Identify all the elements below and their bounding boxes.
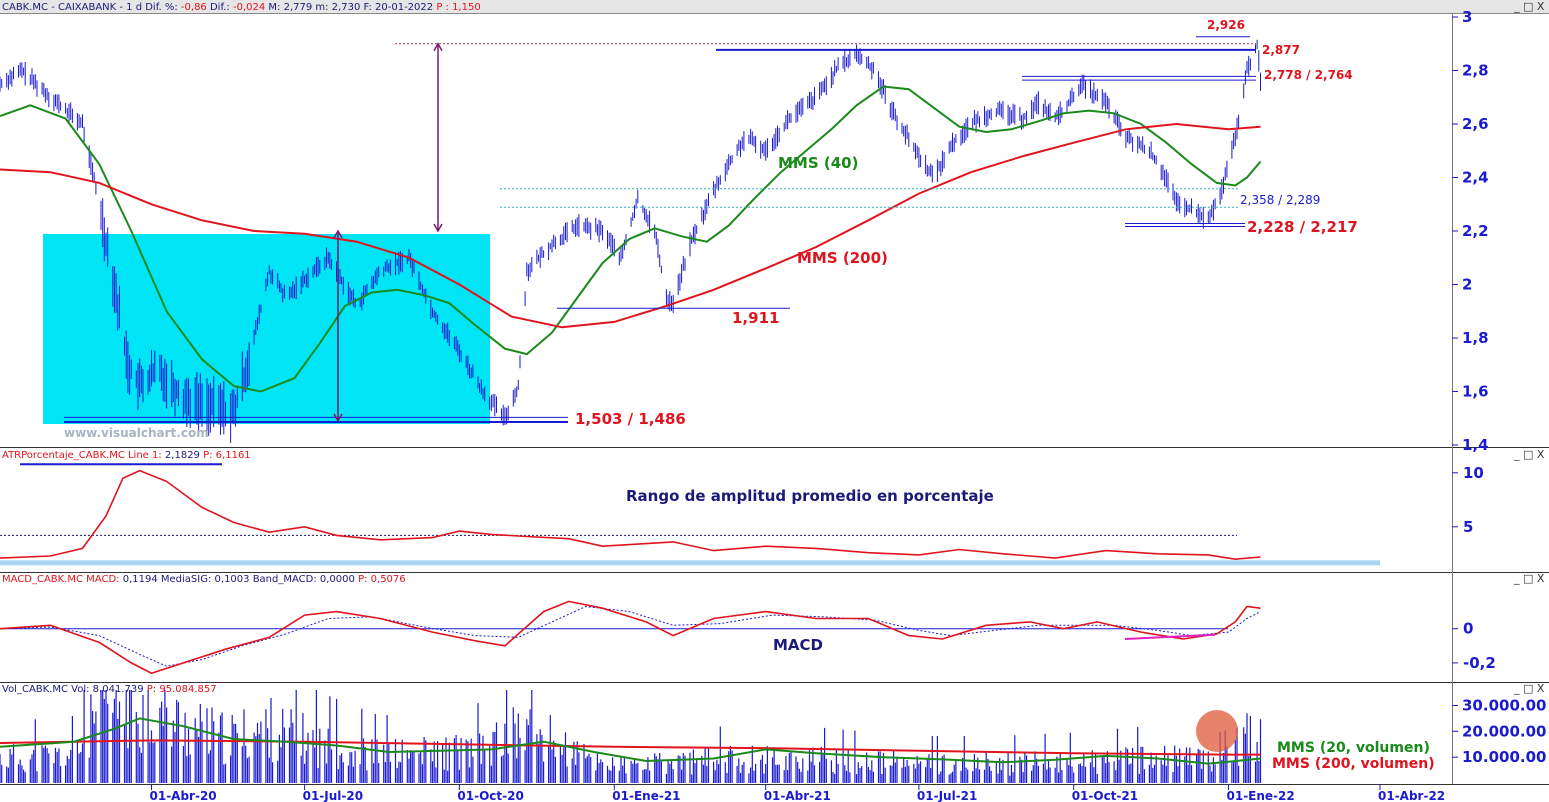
price-ytick-label: 2,8 <box>1462 62 1489 80</box>
level-2877-label: 2,877 <box>1262 43 1300 57</box>
vol-window-buttons[interactable]: _ □ X <box>1513 682 1545 695</box>
price-header-mid1: Dif.: <box>207 2 233 13</box>
macd-ytick-label: 0 <box>1463 620 1473 638</box>
price-header-prefix: CABK.MC - CAIXABANK - 1 d Dif. %: <box>2 2 181 13</box>
mms200-line <box>0 122 1261 329</box>
macd-header: MACD_CABK.MC MACD: 0,1194 MediaSIG: 0,10… <box>2 574 406 585</box>
price-header-p: P : 1,150 <box>436 2 480 13</box>
atr-line <box>0 469 1261 561</box>
x-tick-label: 01-Abr-22 <box>1378 789 1445 802</box>
range-arrow-head-top <box>333 229 343 239</box>
x-tick-label: 01-Abr-20 <box>150 789 217 802</box>
price-ytick-label: 1,6 <box>1462 383 1489 401</box>
macd-header-band: Band_MACD: 0,0000 <box>250 574 355 585</box>
x-tick-label: 01-Abr-21 <box>764 789 831 802</box>
price-header-dif: -0,024 <box>233 2 265 13</box>
price-header: CABK.MC - CAIXABANK - 1 d Dif. %: -0,86 … <box>2 2 481 13</box>
atr-header-p: P: 6,1161 <box>200 450 251 461</box>
macd-ytick-label: -0,2 <box>1463 654 1496 672</box>
header-strip <box>0 0 1549 13</box>
level-1503-label: 1,503 / 1,486 <box>575 410 686 428</box>
atr-header: ATRPorcentaje_CABK.MC Line 1: 2,1829 P: … <box>2 450 251 461</box>
target-arrow-head-bottom <box>433 223 443 233</box>
price-ytick-label: 2,2 <box>1462 222 1489 240</box>
range-box <box>43 234 490 424</box>
volume-highlight-circle <box>1196 710 1238 752</box>
range-arrow-head-bottom <box>333 413 343 423</box>
price-ytick-label: 1,4 <box>1462 436 1489 454</box>
x-tick-label: 01-Ene-21 <box>612 789 680 802</box>
price-header-dif-pct: -0,86 <box>181 2 207 13</box>
macd-header-sig: MediaSIG: 0,1003 <box>158 574 250 585</box>
price-ytick-label: 2,4 <box>1462 169 1489 187</box>
x-tick-label: 01-Oct-20 <box>457 789 523 802</box>
x-tick-label: 01-Jul-21 <box>917 789 977 802</box>
mms40-label: MMS (40) <box>778 154 858 172</box>
macd-window-buttons[interactable]: _ □ X <box>1513 572 1545 585</box>
watermark: www.visualchart.com <box>64 426 209 440</box>
vol-ytick-label: 30.000.00 <box>1462 697 1546 715</box>
atr-band <box>0 560 1380 566</box>
macd-title: MACD <box>773 636 823 654</box>
price-ytick-label: 2,6 <box>1462 115 1489 133</box>
level-2778-label: 2,778 / 2,764 <box>1264 68 1353 82</box>
atr-ytick-label: 5 <box>1463 518 1473 536</box>
x-tick-label: 01-Ene-22 <box>1227 789 1295 802</box>
macd-header-p: P: 0,5076 <box>355 574 406 585</box>
price-window-buttons[interactable]: _ □ X <box>1513 0 1545 13</box>
atr-window-buttons[interactable]: _ □ X <box>1513 448 1545 461</box>
mms40-line <box>0 85 1262 393</box>
vol-ytick-label: 10.000.00 <box>1462 748 1546 766</box>
price-ytick-label: 3 <box>1462 8 1472 26</box>
x-tick-label: 01-Oct-21 <box>1072 789 1138 802</box>
atr-title: Rango de amplitud promedio en porcentaje <box>626 487 994 505</box>
atr-ytick-label: 10 <box>1463 464 1484 482</box>
macd-divergence-line <box>1124 633 1216 640</box>
atr-header-line1: 2,1829 <box>165 450 200 461</box>
vol-mms200-label: MMS (200, volumen) <box>1272 756 1435 772</box>
vol-header: Vol_CABK.MC Vol: 8.041.739 P: 95.084.857 <box>2 684 217 695</box>
vol-ytick-label: 20.000.00 <box>1462 722 1546 740</box>
macd-header-value: 0,1194 <box>123 574 158 585</box>
vol-mms20-line <box>0 717 1261 765</box>
price-ytick-label: 2 <box>1462 276 1472 294</box>
vol-mms200-line <box>0 739 1261 756</box>
mms200-label: MMS (200) <box>797 249 888 267</box>
level-2358-label: 2,358 / 2,289 <box>1240 193 1320 207</box>
x-tick-label: 01-Jul-20 <box>303 789 363 802</box>
price-header-mid2: M: 2,779 m: 2,730 F: 20-01-2022 <box>265 2 436 13</box>
macd-signal-line <box>0 605 1261 667</box>
macd-header-prefix: MACD_CABK.MC MACD: <box>2 574 123 585</box>
target-arrow-head-top <box>433 42 443 52</box>
price-ytick-label: 1,8 <box>1462 329 1489 347</box>
level-1911-label: 1,911 <box>732 309 779 327</box>
level-2926-label: 2,926 <box>1207 18 1245 32</box>
vol-header-prefix: Vol_CABK.MC Vol: 8.041.739 <box>2 684 144 695</box>
vol-header-p: P: 95.084.857 <box>144 684 217 695</box>
atr-header-prefix: ATRPorcentaje_CABK.MC Line 1: <box>2 450 165 461</box>
vol-mms20-label: MMS (20, volumen) <box>1277 740 1430 756</box>
macd-line <box>0 600 1261 675</box>
level-2228-label: 2,228 / 2,217 <box>1247 218 1358 236</box>
